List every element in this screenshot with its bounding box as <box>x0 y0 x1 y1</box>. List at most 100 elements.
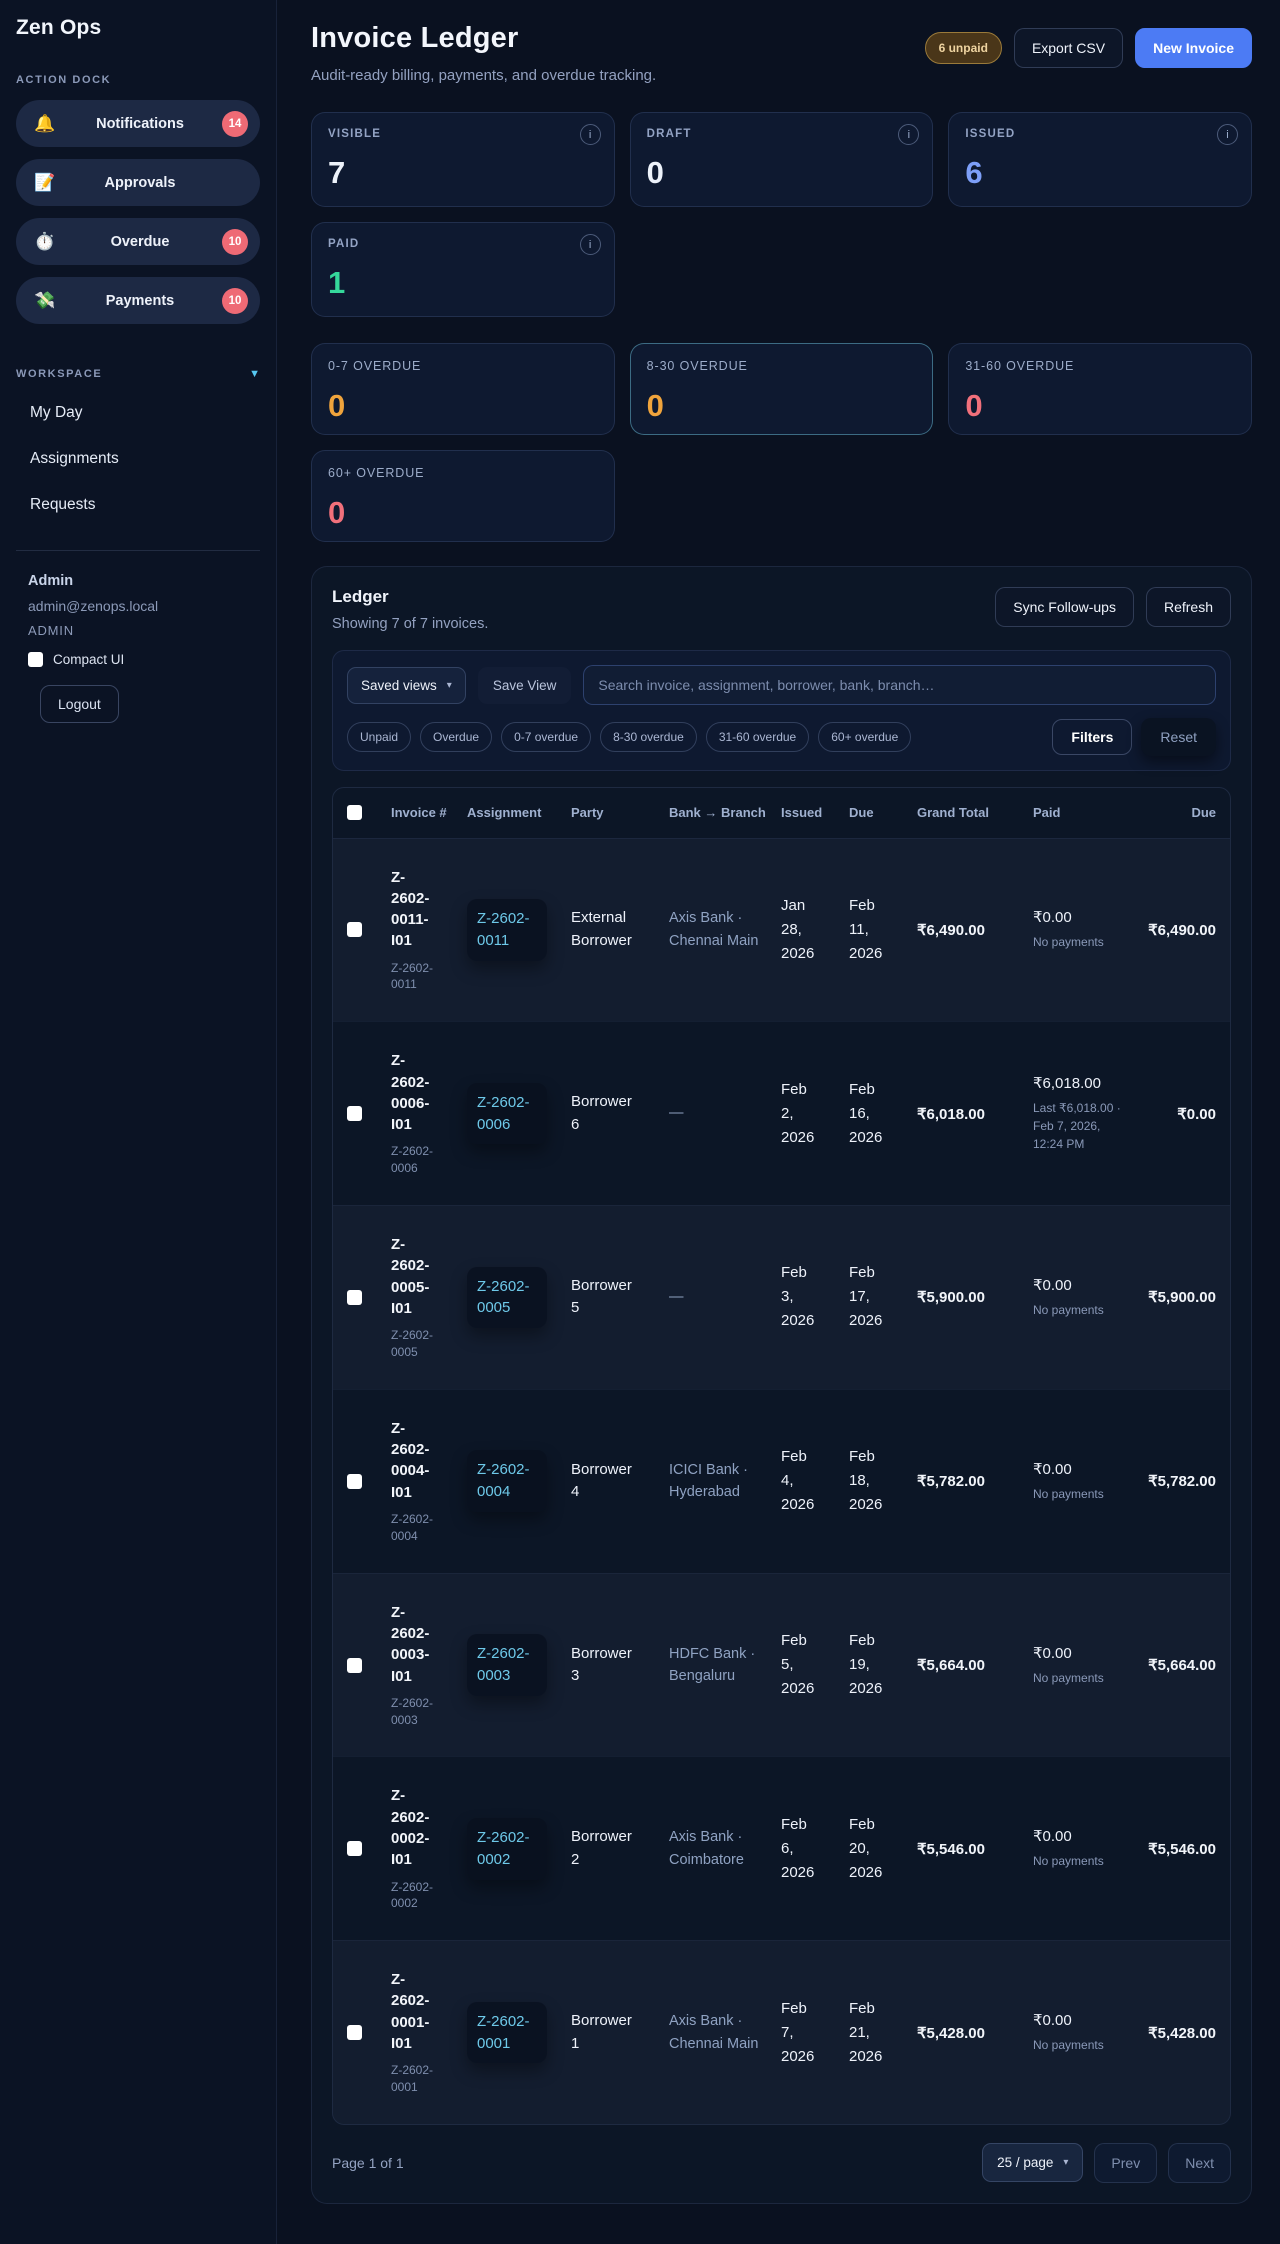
due-amount-cell: ₹5,428.00 <box>1148 2024 1216 2042</box>
assignment-link[interactable]: Z-2602-0006 <box>477 1093 530 1133</box>
filters-button[interactable]: Filters <box>1052 719 1133 755</box>
assignment-link-chip[interactable]: Z-2602-0011 <box>467 899 547 961</box>
filter-chip[interactable]: Unpaid <box>347 722 412 752</box>
paid-cell: ₹6,018.00 Last ₹6,018.00 · Feb 7, 2026, … <box>1033 1074 1137 1153</box>
col-due-amount: Due <box>1191 805 1216 820</box>
invoice-cell: Z-2602-0005-I01 Z-2602-0005 <box>391 1234 457 1361</box>
row-checkbox[interactable] <box>347 1841 362 1857</box>
assignment-link-chip[interactable]: Z-2602-0004 <box>467 1450 547 1512</box>
assignment-link[interactable]: Z-2602-0001 <box>477 2012 530 2052</box>
issued-date-cell: Feb 7, 2026 <box>781 1999 815 2065</box>
due-amount-cell: ₹5,664.00 <box>1148 1657 1216 1675</box>
paid-cell: ₹0.00 No payments <box>1033 1460 1137 1503</box>
table-row[interactable]: Z-2602-0011-I01 Z-2602-0011 Z-2602-0011 … <box>333 838 1230 1022</box>
workspace-item[interactable]: Requests <box>30 496 96 513</box>
saved-views-select[interactable]: Saved views ▾ <box>347 666 466 704</box>
workspace-item[interactable]: My Day <box>30 404 83 421</box>
filter-chip[interactable]: Overdue <box>420 722 493 752</box>
assignment-link-chip[interactable]: Z-2602-0005 <box>467 1266 547 1329</box>
save-view-button[interactable]: Save View <box>477 666 572 704</box>
assignment-link[interactable]: Z-2602-0003 <box>477 1645 530 1685</box>
assignment-link[interactable]: Z-2602-0002 <box>477 1829 530 1868</box>
table-row[interactable]: Z-2602-0001-I01 Z-2602-0001 Z-2602-0001 … <box>333 1940 1230 2124</box>
assignment-link-chip[interactable]: Z-2602-0002 <box>467 1818 547 1880</box>
info-icon[interactable]: i <box>579 124 601 145</box>
action-dock-label: ACTION DOCK <box>16 74 112 86</box>
workspace-header[interactable]: WORKSPACE ▼ <box>16 368 260 380</box>
logout-button[interactable]: Logout <box>40 685 119 723</box>
invoice-sub-number: Z-2602-0005 <box>391 1328 434 1360</box>
issued-date-cell: Jan 28, 2026 <box>781 896 815 962</box>
invoice-cell: Z-2602-0011-I01 Z-2602-0011 <box>391 867 457 994</box>
filter-chips: Unpaid Overdue 0-7 overdue 8-30 overdue … <box>347 722 912 752</box>
table-row[interactable]: Z-2602-0002-I01 Z-2602-0002 Z-2602-0002 … <box>333 1756 1230 1940</box>
page-header-left: Invoice Ledger Audit-ready billing, paym… <box>311 22 656 84</box>
grand-total-cell: ₹6,490.00 <box>917 921 985 939</box>
filter-chip[interactable]: 8-30 overdue <box>600 722 697 752</box>
row-checkbox[interactable] <box>347 1657 362 1673</box>
compact-ui-toggle[interactable]: Compact UI <box>28 652 260 667</box>
assignment-link-chip[interactable]: Z-2602-0001 <box>467 2001 547 2064</box>
prev-page-button[interactable]: Prev <box>1094 2142 1158 2183</box>
workspace-item[interactable]: Assignments <box>30 450 119 467</box>
party-cell: Borrower 2 <box>571 1828 632 1868</box>
toolbar-filter-row: Unpaid Overdue 0-7 overdue 8-30 overdue … <box>347 718 1216 756</box>
row-checkbox[interactable] <box>347 922 362 938</box>
paid-note: No payments <box>1033 935 1104 950</box>
per-page-select[interactable]: 25 / page ▾ <box>982 2143 1084 2183</box>
sidebar: Zen Ops ACTION DOCK 🔔 Notifications 14 📝… <box>0 0 277 2244</box>
stat-card-value: 0 <box>646 155 664 190</box>
next-page-button[interactable]: Next <box>1168 2142 1231 2183</box>
col-grand-total: Grand Total <box>917 805 989 820</box>
filter-chip[interactable]: 0-7 overdue <box>501 722 592 752</box>
dock-item-icon: 📝 <box>34 172 56 192</box>
info-icon[interactable]: i <box>898 124 920 145</box>
dock-item[interactable]: 💸 Payments 10 <box>16 277 260 324</box>
bank-branch-cell: HDFC Bank · Bengaluru <box>669 1645 756 1685</box>
assignment-link-chip[interactable]: Z-2602-0003 <box>467 1634 547 1696</box>
ledger-panel-header: Ledger Showing 7 of 7 invoices. Sync Fol… <box>332 587 1231 632</box>
compact-ui-checkbox[interactable] <box>28 652 43 667</box>
table-row[interactable]: Z-2602-0004-I01 Z-2602-0004 Z-2602-0004 … <box>333 1388 1230 1573</box>
row-checkbox[interactable] <box>347 1473 362 1489</box>
paid-amount: ₹6,018.00 <box>1033 1075 1101 1093</box>
table-row[interactable]: Z-2602-0006-I01 Z-2602-0006 Z-2602-0006 … <box>333 1021 1230 1205</box>
bank-branch-cell: Axis Bank · Chennai Main <box>669 910 759 949</box>
row-checkbox[interactable] <box>347 1106 362 1122</box>
user-name: Admin <box>28 573 74 589</box>
filter-chip[interactable]: 31-60 overdue <box>705 722 810 752</box>
dock-item[interactable]: 📝 Approvals <box>16 159 260 206</box>
select-all-checkbox[interactable] <box>347 805 362 821</box>
stat-card-label: VISIBLE <box>328 128 382 140</box>
dock-item-label: Notifications <box>96 115 184 132</box>
overdue-card-label: 8-30 OVERDUE <box>646 359 748 373</box>
table-row[interactable]: Z-2602-0003-I01 Z-2602-0003 Z-2602-0003 … <box>333 1572 1230 1757</box>
new-invoice-button[interactable]: New Invoice <box>1135 28 1252 68</box>
assignment-link-chip[interactable]: Z-2602-0006 <box>467 1082 547 1145</box>
assignment-link[interactable]: Z-2602-0011 <box>477 910 530 949</box>
row-checkbox[interactable] <box>347 2025 362 2041</box>
invoice-number: Z-2602-0003-I01 <box>391 1603 430 1685</box>
page-subtitle: Audit-ready billing, payments, and overd… <box>311 67 657 84</box>
stat-card-label: DRAFT <box>646 128 692 140</box>
filter-chip[interactable]: 60+ overdue <box>818 722 912 752</box>
dock-item[interactable]: ⏱️ Overdue 10 <box>16 218 260 265</box>
row-checkbox[interactable] <box>347 1289 362 1305</box>
refresh-button[interactable]: Refresh <box>1145 587 1231 627</box>
export-csv-button[interactable]: Export CSV <box>1013 28 1124 68</box>
info-icon[interactable]: i <box>579 234 601 255</box>
sync-followups-button[interactable]: Sync Follow-ups <box>995 587 1134 627</box>
stat-card: DRAFT i 0 <box>629 112 934 207</box>
table-header-row: Invoice # Assignment Party Bank → Branch… <box>333 788 1230 839</box>
overdue-card-value: 0 <box>328 495 346 530</box>
page-info: Page 1 of 1 <box>332 2154 404 2171</box>
info-icon[interactable]: i <box>1216 124 1238 145</box>
reset-button[interactable]: Reset <box>1141 718 1216 756</box>
assignment-link[interactable]: Z-2602-0004 <box>477 1461 530 1501</box>
assignment-link[interactable]: Z-2602-0005 <box>477 1277 530 1317</box>
grand-total-cell: ₹5,900.00 <box>917 1289 985 1307</box>
dock-item[interactable]: 🔔 Notifications 14 <box>16 100 260 147</box>
search-input[interactable] <box>583 665 1216 705</box>
table-row[interactable]: Z-2602-0005-I01 Z-2602-0005 Z-2602-0005 … <box>333 1205 1230 1389</box>
